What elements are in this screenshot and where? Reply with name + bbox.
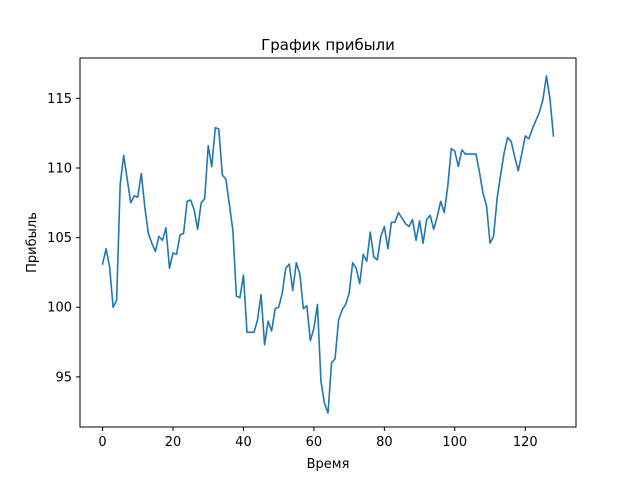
x-tick-label: 40 [235, 435, 252, 450]
plot-frame [79, 57, 577, 428]
y-axis-ticks: 95 100 105 110 115 [47, 92, 80, 385]
x-tick-label: 100 [442, 435, 467, 450]
x-tick-label: 0 [98, 435, 106, 450]
chart-title: График прибыли [261, 36, 395, 54]
x-tick-label: 20 [165, 435, 182, 450]
y-tick-label: 115 [47, 92, 72, 107]
profit-series-line [101, 75, 555, 414]
x-tick-label: 80 [376, 435, 393, 450]
x-tick-label: 120 [513, 435, 538, 450]
x-tick-label: 60 [306, 435, 323, 450]
x-axis-ticks: 0 20 40 60 80 100 120 [98, 427, 538, 450]
y-axis-label: Прибыль [25, 212, 40, 273]
y-tick-label: 105 [47, 231, 72, 246]
x-axis-label: Время [307, 457, 350, 472]
y-tick-label: 95 [55, 370, 72, 385]
y-tick-label: 100 [47, 301, 72, 316]
y-tick-label: 110 [47, 162, 72, 177]
plot-area [80, 58, 576, 427]
